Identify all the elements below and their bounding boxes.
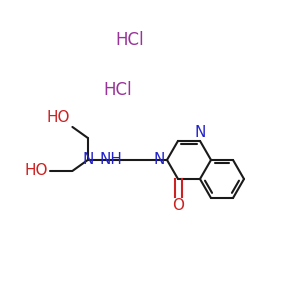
Text: NH: NH [99, 152, 122, 167]
Text: N: N [154, 152, 165, 167]
Text: HCl: HCl [116, 31, 144, 49]
Text: HO: HO [47, 110, 70, 125]
Text: N: N [82, 152, 94, 167]
Text: O: O [172, 198, 184, 213]
Text: HO: HO [25, 164, 48, 178]
Text: HCl: HCl [104, 81, 132, 99]
Text: N: N [194, 125, 206, 140]
